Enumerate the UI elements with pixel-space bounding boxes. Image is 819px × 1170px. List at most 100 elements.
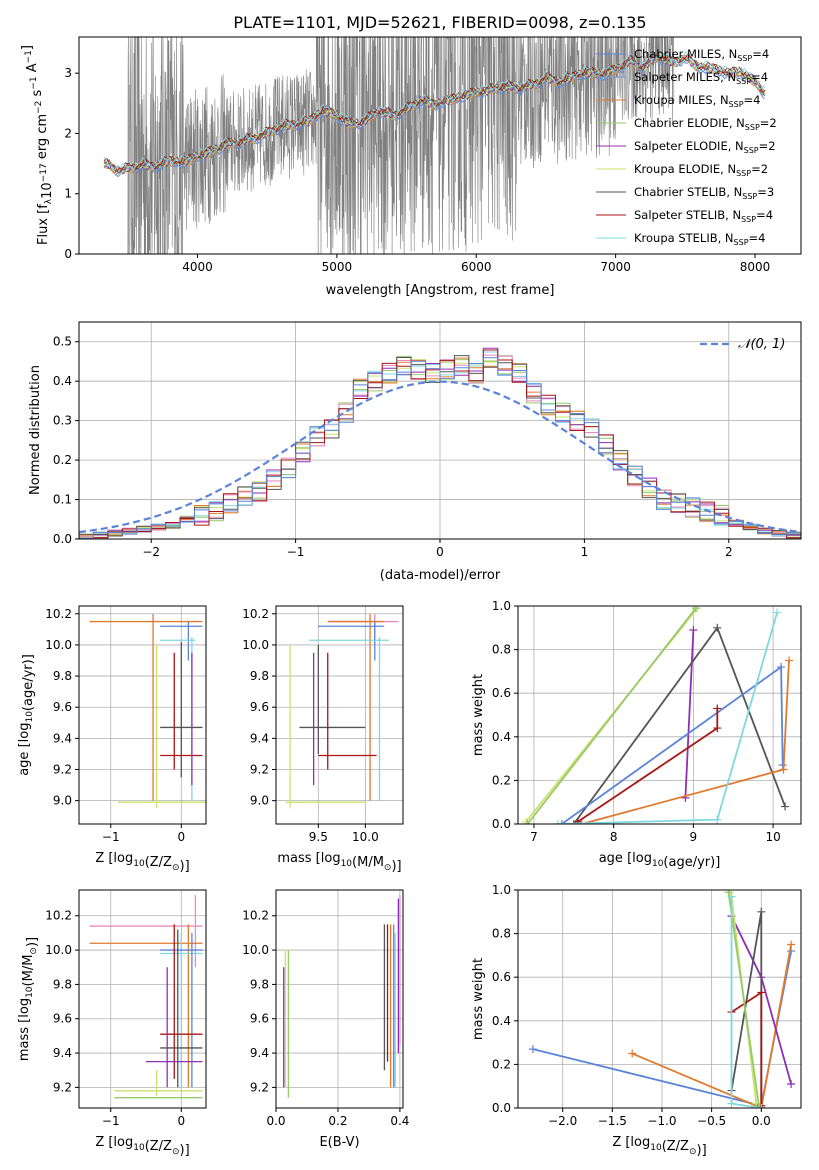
legend-subscript: SSP (736, 77, 751, 86)
y-tick-label: 3 (64, 66, 72, 80)
y-tick-label: 9.8 (250, 977, 269, 991)
y-axis-label-part: mass [log (17, 998, 32, 1061)
observed-spectrum (127, 37, 675, 254)
y-tick-label: 0.1 (53, 493, 72, 507)
weight-marker (573, 817, 582, 824)
x-axis-label: (data-model)/error (380, 568, 501, 583)
legend-subscript: SSP (745, 123, 760, 132)
y-axis-label-part: ⊙ (29, 947, 39, 955)
axes-frame (78, 36, 802, 255)
x-axis-label-part: ⊙ (172, 1147, 180, 1157)
x-tick-label: 0 (177, 830, 185, 844)
y-axis-label: mass weight (471, 674, 486, 756)
y-axis-label: age [log10(age/yr)] (17, 654, 36, 776)
y-tick-label: 9.6 (250, 1012, 269, 1026)
x-tick-label: 5000 (322, 260, 353, 274)
legend-value: =4 (744, 93, 761, 107)
x-axis-label: E(B-V) (319, 1135, 359, 1150)
x-tick-label: 10 (765, 830, 780, 844)
weight-marker (577, 820, 586, 824)
plot-area (79, 347, 801, 539)
legend-label: Chabrier MILES, NSSP=4 (634, 47, 769, 63)
weight-marker (713, 704, 722, 713)
y-tick-label: 0.2 (492, 1057, 511, 1071)
legend-subscript: SSP (734, 238, 749, 247)
y-tick-label: 10.2 (242, 607, 269, 621)
x-tick-label: 0.4 (390, 1114, 409, 1128)
y-axis-label-part: erg cm (35, 114, 50, 163)
x-axis-label-part: (age/yr)] (663, 855, 720, 870)
model-spectrum-kroupa-miles (103, 54, 766, 175)
y-tick-label: 9.0 (250, 794, 269, 808)
weight-marker (724, 890, 733, 897)
x-tick-label: −1.0 (647, 1114, 676, 1128)
weight-marker (787, 1080, 796, 1089)
legend-label: Chabrier ELODIE, NSSP=2 (634, 116, 777, 132)
weight-line (631, 944, 792, 1108)
y-axis-label-part: (age/yr)] (21, 654, 36, 711)
weight-marker (713, 815, 722, 824)
x-axis-label-part: 10 (650, 1143, 662, 1153)
x-axis-label-part: (Z/Z (662, 1139, 689, 1154)
y-tick-label: 0.4 (53, 374, 72, 388)
x-tick-label: −1 (102, 830, 120, 844)
x-axis-label-part: (M/M (352, 855, 384, 870)
y-tick-label: 0.6 (492, 686, 511, 700)
y-axis-label-part: A (25, 63, 40, 76)
x-tick-label: 1 (581, 545, 589, 559)
y-tick-label: 0.0 (53, 532, 72, 546)
y-tick-label: 1.0 (492, 599, 511, 613)
ebv-mass-panel: 0.0 0.2 0.4 9.2 9.4 9.6 9.8 10.0 10.2 E(B-V) (242, 889, 409, 1150)
x-axis-label: wavelength [Angstrom, rest frame] (326, 283, 555, 298)
x-axis-label-part: (Z/Z (145, 855, 172, 870)
x-tick-label: 9 (690, 830, 698, 844)
legend-label: Kroupa ELODIE, NSSP=2 (634, 162, 768, 178)
axes-frame (78, 889, 207, 1109)
legend-subscript: SSP (744, 146, 759, 155)
x-axis-label-part: )] (697, 1143, 707, 1158)
y-axis-label-part: 10 (25, 986, 35, 998)
y-axis-label-part: ] (20, 45, 35, 50)
x-axis-label-part: 10 (133, 1143, 145, 1153)
normal-curve (79, 380, 801, 534)
x-axis-label: Z [log10(Z/Z⊙)] (95, 1135, 189, 1158)
y-tick-label: 9.8 (53, 977, 72, 991)
x-tick-label: 0 (177, 1114, 185, 1128)
x-tick-label: 0.0 (752, 1114, 771, 1128)
y-axis-label: Normed distribution (28, 365, 43, 495)
y-tick-label: 0.2 (53, 453, 72, 467)
y-tick-label: 9.2 (250, 1080, 269, 1094)
residual-histogram (79, 357, 801, 539)
y-tick-label: 9.6 (250, 700, 269, 714)
y-tick-label: 1 (64, 187, 72, 201)
weight-marker (777, 663, 786, 672)
weight-marker (779, 765, 788, 774)
y-axis-label-part: s (30, 89, 45, 100)
y-axis-label: Flux [fλ10−17 erg cm−2 s−1 A−1] (20, 45, 55, 245)
y-tick-label: 10.0 (242, 943, 269, 957)
legend-value: =3 (757, 185, 774, 199)
weight-marker (755, 1104, 764, 1108)
y-axis-label-part: (M/M (21, 955, 36, 987)
x-tick-label: 0 (436, 545, 444, 559)
legend-value: =4 (749, 231, 766, 245)
x-axis-label-part: mass [log (277, 851, 340, 866)
y-tick-label: 0.8 (492, 643, 511, 657)
legend-label: Salpeter MILES, NSSP=4 (634, 70, 768, 86)
legend-value: =4 (752, 47, 769, 61)
y-axis-label-part: −1 (29, 76, 39, 89)
figure-title: PLATE=1101, MJD=52621, FIBERID=0098, z=0… (233, 13, 646, 32)
plot-area (103, 37, 766, 254)
weight-marker (528, 1045, 537, 1054)
x-tick-label: 0.2 (328, 1114, 347, 1128)
x-tick-label: −1 (102, 1114, 120, 1128)
y-tick-label: 9.4 (250, 1046, 269, 1060)
y-tick-label: 9.8 (250, 669, 269, 683)
plot-area (521, 606, 794, 824)
weight-marker (757, 907, 766, 916)
y-tick-label: 9.4 (53, 1046, 72, 1060)
y-axis-label: mass [log10(M/M⊙)] (17, 937, 40, 1061)
x-axis-label-part: ⊙ (172, 863, 180, 873)
weight-line (577, 708, 719, 823)
